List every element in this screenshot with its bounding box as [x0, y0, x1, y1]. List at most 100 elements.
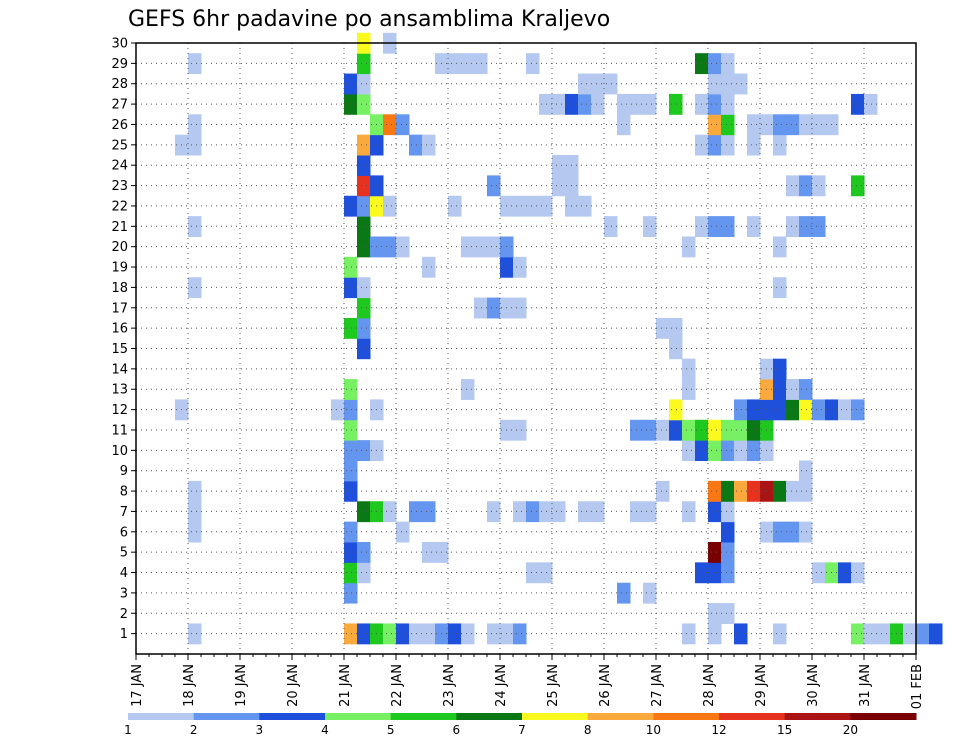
heatmap-cell	[474, 297, 488, 319]
heatmap-cell	[656, 419, 670, 441]
heatmap-cell	[799, 399, 813, 421]
heatmap-cell	[682, 358, 696, 380]
y-tick-label: 26	[111, 118, 128, 133]
heatmap-cell	[799, 480, 813, 502]
heatmap-cell	[721, 419, 735, 441]
heatmap-cell	[773, 236, 787, 258]
chart-title: GEFS 6hr padavine po ansamblima Kraljevo	[128, 7, 610, 32]
heatmap-cell	[669, 338, 683, 360]
heatmap-cell	[812, 114, 826, 136]
heatmap-cell	[461, 379, 475, 400]
heatmap-cell	[344, 379, 358, 400]
heatmap-cell	[474, 53, 488, 75]
heatmap-cell	[669, 419, 683, 441]
heatmap-cell	[357, 134, 371, 156]
heatmap-cell	[708, 501, 722, 523]
grid-lines	[136, 43, 916, 654]
heatmap-cell	[487, 236, 501, 258]
legend-label: 8	[584, 723, 592, 737]
heatmap-cell	[357, 562, 371, 584]
heatmap-cell	[396, 236, 410, 258]
heatmap-cell	[344, 93, 358, 115]
heatmap-cell	[721, 603, 735, 624]
heatmap-cell	[773, 379, 787, 400]
heatmap-cell	[708, 419, 722, 441]
y-tick-label: 16	[111, 322, 128, 337]
heatmap-cell	[656, 480, 670, 502]
heatmap-cell	[851, 623, 865, 645]
x-tick-label: 27 JAN	[650, 664, 665, 707]
heatmap-cell	[721, 216, 735, 237]
y-tick-label: 5	[120, 546, 128, 561]
heatmap-cell	[682, 501, 696, 523]
heatmap-cell	[721, 53, 735, 75]
heatmap-cell	[357, 440, 371, 462]
heatmap-cell	[773, 277, 787, 299]
heatmap-cell	[864, 93, 878, 115]
heatmap-cell	[591, 93, 605, 115]
heatmap-cell	[799, 379, 813, 400]
y-tick-label: 18	[111, 281, 128, 296]
heatmap-cell	[526, 195, 540, 217]
heatmap-cell	[448, 623, 462, 645]
heatmap-cell	[344, 460, 358, 482]
legend-swatch	[719, 713, 786, 720]
heatmap-cell	[487, 501, 501, 523]
heatmap-cell	[487, 297, 501, 319]
heatmap-cell	[357, 175, 371, 197]
heatmap-cell	[773, 358, 787, 380]
y-tick-label: 1	[120, 627, 128, 642]
heatmap-cell	[643, 93, 657, 115]
heatmap-cell	[786, 521, 800, 543]
heatmap-cell	[409, 501, 423, 523]
heatmap-cell	[539, 562, 553, 584]
heatmap-cell	[747, 399, 761, 421]
legend-label: 1	[124, 723, 132, 737]
heatmap-cell	[344, 582, 358, 604]
legend-label: 20	[843, 723, 858, 737]
heatmap-cell	[513, 419, 527, 441]
y-tick-label: 20	[111, 240, 128, 255]
heatmap-cell	[747, 216, 761, 237]
x-tick-label: 29 JAN	[754, 664, 769, 707]
heatmap-cell	[812, 216, 826, 237]
heatmap-cell	[747, 440, 761, 462]
heatmap-cell	[357, 195, 371, 217]
heatmap-cell	[578, 93, 592, 115]
heatmap-cell	[669, 317, 683, 339]
legend-label: 4	[321, 723, 329, 737]
heatmap-cell	[721, 114, 735, 136]
heatmap-cell	[409, 134, 423, 156]
heatmap-cell	[734, 440, 748, 462]
heatmap-cell	[617, 582, 631, 604]
heatmap-cell	[331, 399, 345, 421]
heatmap-cell	[344, 419, 358, 441]
heatmap-cell	[734, 480, 748, 502]
legend-swatch	[193, 713, 260, 720]
heatmap-cell	[773, 521, 787, 543]
heatmap-cell	[578, 73, 592, 95]
heatmap-cell	[708, 93, 722, 115]
heatmap-cell	[708, 73, 722, 95]
heatmap-cell	[396, 623, 410, 645]
heatmap-cell	[708, 623, 722, 645]
heatmap-cell	[578, 501, 592, 523]
heatmap-cell	[513, 297, 527, 319]
legend-swatch	[456, 713, 523, 720]
heatmap-cell	[799, 521, 813, 543]
legend-label: 6	[453, 723, 461, 737]
y-tick-label: 10	[111, 444, 128, 459]
heatmap-cell	[604, 216, 618, 237]
heatmap-cell	[539, 195, 553, 217]
heatmap-cell	[786, 114, 800, 136]
heatmap-cell	[357, 236, 371, 258]
y-tick-label: 8	[120, 485, 128, 500]
heatmap-cell	[799, 460, 813, 482]
y-tick-label: 13	[111, 383, 128, 398]
heatmap-cell	[851, 93, 865, 115]
heatmap-cell	[487, 175, 501, 197]
heatmap-cell	[721, 562, 735, 584]
heatmap-cell	[708, 216, 722, 237]
heatmap-cell	[188, 277, 202, 299]
x-tick-label: 18 JAN	[182, 664, 197, 707]
